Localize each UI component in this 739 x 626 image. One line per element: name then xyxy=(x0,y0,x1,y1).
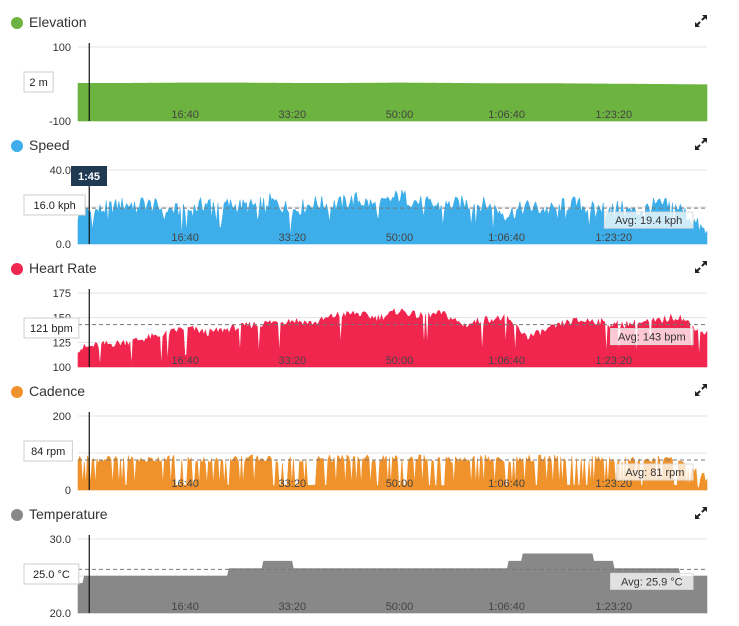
heart-rate-title: Heart Rate xyxy=(29,260,97,276)
cadence-title: Cadence xyxy=(29,383,86,399)
x-tick-label: 33:20 xyxy=(279,355,307,367)
cursor-value-label: 25.0 °C xyxy=(33,569,70,581)
y-tick-label: 0.0 xyxy=(56,239,71,251)
x-tick-label: 16:40 xyxy=(171,109,199,121)
x-tick-label: 16:40 xyxy=(171,355,199,367)
cadence-panel: 200100016:4033:2050:001:06:401:23:20Avg:… xyxy=(0,379,739,502)
cursor-value-box xyxy=(23,317,80,339)
average-label: Avg: 19.4 kph xyxy=(615,215,682,227)
speed-title: Speed xyxy=(29,137,70,153)
y-tick-label: 125 xyxy=(53,337,71,349)
cursor-time-box xyxy=(71,166,107,186)
x-tick-label: 1:23:20 xyxy=(595,109,632,121)
temperature-legend-dot xyxy=(11,509,23,521)
y-tick-label: 30.0 xyxy=(50,534,71,546)
expand-arrows-icon[interactable] xyxy=(694,14,708,28)
y-tick-label: 175 xyxy=(53,288,71,300)
cursor-time-label: 1:45 xyxy=(78,171,100,183)
x-tick-label: 16:40 xyxy=(171,478,199,490)
x-tick-label: 1:23:20 xyxy=(595,478,632,490)
x-tick-label: 1:06:40 xyxy=(488,355,525,367)
expand-arrows-icon[interactable] xyxy=(694,383,708,397)
x-tick-label: 50:00 xyxy=(386,232,414,244)
speed-chart[interactable]: 40.020.00.016:4033:2050:001:06:401:23:20… xyxy=(0,133,739,256)
x-tick-label: 1:23:20 xyxy=(595,601,632,613)
cursor-value-box xyxy=(23,71,54,93)
y-tick-label: 100 xyxy=(53,42,71,54)
x-tick-label: 1:06:40 xyxy=(488,232,525,244)
elevation-panel: 100 -100 16:40 33:20 50:00 1:06:40 1:23:20 2 m … xyxy=(0,10,739,133)
expand-arrows-icon[interactable] xyxy=(694,506,708,520)
x-tick-label: 33:20 xyxy=(279,601,307,613)
y-tick-label: 100 xyxy=(53,362,71,374)
cursor-value-label: 121 bpm xyxy=(30,323,73,335)
series-area xyxy=(77,82,708,122)
x-tick-label: 16:40 xyxy=(171,601,199,613)
cursor-value-label: 84 rpm xyxy=(31,446,65,458)
x-tick-label: 50:00 xyxy=(386,601,414,613)
y-tick-label: 0 xyxy=(65,485,71,497)
y-tick-label: -100 xyxy=(49,116,71,128)
elevation-legend-dot xyxy=(11,17,23,29)
average-label: Avg: 143 bpm xyxy=(618,332,686,344)
heart-rate-legend-dot xyxy=(11,263,23,275)
series-area xyxy=(77,454,708,491)
cadence-legend-dot xyxy=(11,386,23,398)
series-area xyxy=(77,553,708,614)
average-label-box xyxy=(610,572,694,590)
x-tick-label: 33:20 xyxy=(279,109,307,121)
x-tick-label: 1:06:40 xyxy=(488,109,525,121)
cursor-value-label: 16.0 kph xyxy=(33,200,75,212)
average-label-box xyxy=(616,463,694,481)
cursor-value-box xyxy=(23,194,86,216)
cadence-chart[interactable]: 200100016:4033:2050:001:06:401:23:20Avg:… xyxy=(0,379,739,502)
y-tick-label: 40.0 xyxy=(50,165,71,177)
x-tick-label: 1:06:40 xyxy=(488,478,525,490)
speed-panel: 40.020.00.016:4033:2050:001:06:401:23:20… xyxy=(0,133,739,256)
elevation-chart[interactable]: 100 -100 16:40 33:20 50:00 1:06:40 1:23:20 2 m xyxy=(0,10,739,133)
x-tick-label: 16:40 xyxy=(171,232,199,244)
x-tick-label: 50:00 xyxy=(386,355,414,367)
y-tick-label: 200 xyxy=(53,411,71,423)
x-tick-label: 1:06:40 xyxy=(488,601,525,613)
elevation-title: Elevation xyxy=(29,14,87,30)
x-tick-label: 1:23:20 xyxy=(595,355,632,367)
average-label-box xyxy=(603,211,694,229)
y-tick-label: 20.0 xyxy=(50,608,71,620)
series-area xyxy=(77,308,708,368)
average-label: Avg: 25.9 °C xyxy=(621,576,683,588)
x-tick-label: 33:20 xyxy=(279,232,307,244)
temperature-title: Temperature xyxy=(29,506,108,522)
temperature-chart[interactable]: 30.025.020.016:4033:2050:001:06:401:23:2… xyxy=(0,502,739,625)
cursor-value-box xyxy=(23,563,80,585)
heart-rate-chart[interactable]: 17515012510016:4033:2050:001:06:401:23:2… xyxy=(0,256,739,379)
cursor-value-label: 2 m xyxy=(29,77,47,89)
x-tick-label: 1:23:20 xyxy=(595,232,632,244)
x-tick-label: 50:00 xyxy=(386,478,414,490)
expand-arrows-icon[interactable] xyxy=(694,137,708,151)
average-label: Avg: 81 rpm xyxy=(625,467,684,479)
x-tick-label: 50:00 xyxy=(386,109,414,121)
heart-rate-panel: 17515012510016:4033:2050:001:06:401:23:2… xyxy=(0,256,739,379)
cursor-value-box xyxy=(23,440,73,462)
temperature-panel: 30.025.020.016:4033:2050:001:06:401:23:2… xyxy=(0,502,739,625)
speed-legend-dot xyxy=(11,140,23,152)
x-tick-label: 33:20 xyxy=(279,478,307,490)
expand-arrows-icon[interactable] xyxy=(694,260,708,274)
average-label-box xyxy=(610,328,694,346)
